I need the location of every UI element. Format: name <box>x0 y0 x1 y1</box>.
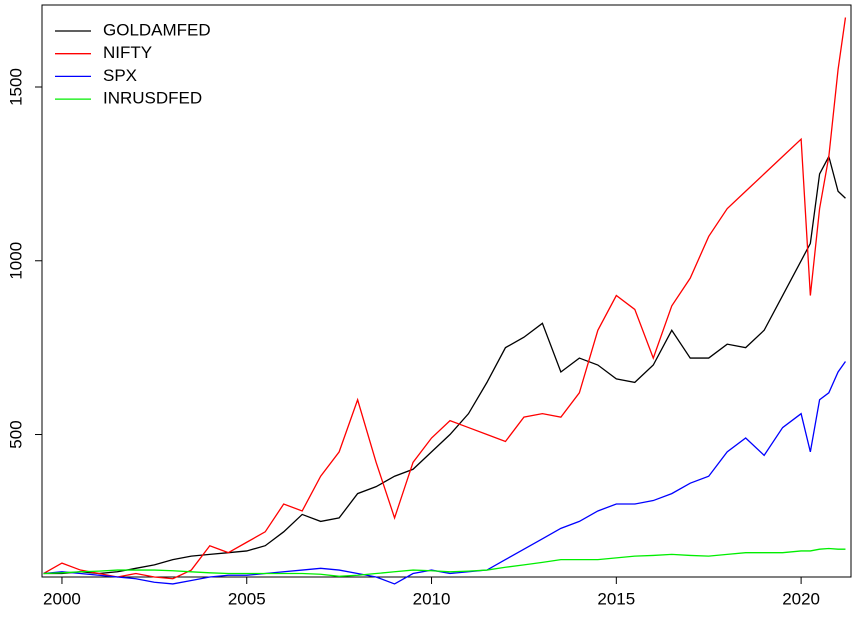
y-tick-label: 500 <box>6 420 25 448</box>
legend-label: GOLDAMFED <box>103 20 211 39</box>
y-tick-label: 1000 <box>6 242 25 280</box>
x-tick-label: 2000 <box>43 589 81 608</box>
series-line <box>43 361 846 585</box>
legend-label: INRUSDFED <box>103 89 202 108</box>
x-tick-label: 2005 <box>228 589 266 608</box>
series-line <box>43 17 847 580</box>
x-tick-label: 2010 <box>413 589 451 608</box>
plot-frame <box>41 4 852 578</box>
x-tick-label: 2020 <box>782 589 820 608</box>
legend-label: SPX <box>103 66 137 85</box>
x-tick-label: 2015 <box>597 589 635 608</box>
series-line <box>43 154 846 575</box>
series-line <box>43 547 846 577</box>
y-tick-label: 1500 <box>6 68 25 106</box>
legend-label: NIFTY <box>103 43 152 62</box>
